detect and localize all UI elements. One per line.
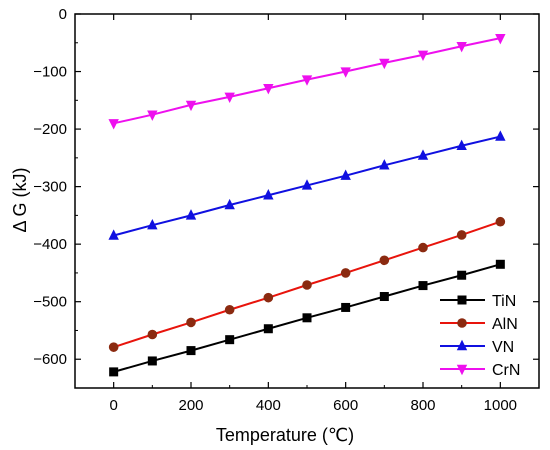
data-point-crn xyxy=(340,67,351,78)
data-point-tin xyxy=(302,313,312,323)
legend-marker xyxy=(457,318,467,328)
data-point-vn xyxy=(185,209,197,220)
legend-item-vn: VN xyxy=(440,339,514,356)
legend-marker xyxy=(456,364,468,376)
x-tick-label: 1000 xyxy=(484,397,517,414)
x-tick-label: 200 xyxy=(178,397,203,414)
axes-group: 0 200 400 600 800 1000 0 −100 −200 −300 −400 −500 −6… xyxy=(33,6,540,414)
legend-label: CrN xyxy=(492,362,520,379)
data-point-crn xyxy=(301,75,313,86)
data-point-crn xyxy=(495,33,506,45)
plot-frame xyxy=(74,13,540,389)
data-point-crn xyxy=(147,110,158,121)
data-point-aln xyxy=(224,304,235,315)
data-point-vn xyxy=(417,149,429,160)
data-point-aln xyxy=(147,329,158,340)
data-point-tin xyxy=(147,356,157,366)
series-crn xyxy=(108,33,506,130)
x-axis-title: Temperature (℃) xyxy=(216,425,354,445)
x-tick-label: 600 xyxy=(333,397,358,414)
legend-label: VN xyxy=(492,339,514,356)
data-point-aln xyxy=(186,317,196,328)
legend-marker xyxy=(457,295,467,305)
series-tin xyxy=(109,259,505,377)
y-tick-label: −200 xyxy=(33,121,67,138)
data-point-aln xyxy=(418,242,428,253)
data-point-crn xyxy=(108,119,119,130)
data-point-vn xyxy=(301,179,313,190)
data-point-tin xyxy=(341,302,351,312)
data-point-crn xyxy=(456,42,467,53)
data-point-aln xyxy=(456,230,467,240)
data-point-vn xyxy=(456,139,467,150)
y-tick-label: −300 xyxy=(33,179,67,196)
y-axis-title: Δ G (kJ) xyxy=(10,167,30,232)
legend-label: AlN xyxy=(492,316,518,333)
x-tick-label: 800 xyxy=(410,397,435,414)
y-tick-label: −100 xyxy=(33,64,67,81)
data-point-tin xyxy=(495,259,505,269)
data-point-vn xyxy=(495,130,506,141)
legend: TiN AlN VN CrN xyxy=(440,293,520,379)
x-tick-label: 400 xyxy=(256,397,281,414)
data-point-aln xyxy=(340,268,351,278)
data-point-vn xyxy=(379,159,390,170)
data-point-aln xyxy=(495,216,506,227)
data-point-crn xyxy=(263,84,274,95)
data-point-tin xyxy=(109,367,119,377)
data-point-aln xyxy=(302,280,312,290)
data-point-aln xyxy=(379,255,390,266)
data-point-vn xyxy=(263,189,274,200)
data-point-crn xyxy=(185,100,197,112)
series-vn xyxy=(108,130,506,240)
data-point-vn xyxy=(108,229,119,240)
y-tick-label: 0 xyxy=(59,6,67,23)
data-point-aln xyxy=(108,342,119,352)
data-point-tin xyxy=(379,292,389,302)
data-point-tin xyxy=(263,324,273,334)
data-point-vn xyxy=(224,198,235,210)
data-point-vn xyxy=(340,169,351,180)
data-point-tin xyxy=(186,346,196,356)
legend-label: TiN xyxy=(492,293,516,310)
legend-marker xyxy=(456,339,468,351)
data-point-crn xyxy=(417,50,429,62)
y-tick-label: −600 xyxy=(33,351,67,368)
data-point-aln xyxy=(263,292,274,303)
y-tick-label: −500 xyxy=(33,294,67,311)
legend-item-tin: TiN xyxy=(440,293,516,310)
data-point-crn xyxy=(224,92,235,104)
series-aln xyxy=(108,216,506,352)
data-point-tin xyxy=(457,270,467,280)
data-point-vn xyxy=(147,218,158,230)
legend-item-aln: AlN xyxy=(440,316,518,333)
legend-item-crn: CrN xyxy=(440,362,520,379)
data-point-tin xyxy=(418,281,428,291)
series-group xyxy=(108,33,506,377)
x-tick-label: 0 xyxy=(109,397,117,414)
data-point-tin xyxy=(225,335,235,345)
data-point-crn xyxy=(379,58,390,70)
y-tick-label: −400 xyxy=(33,236,67,253)
